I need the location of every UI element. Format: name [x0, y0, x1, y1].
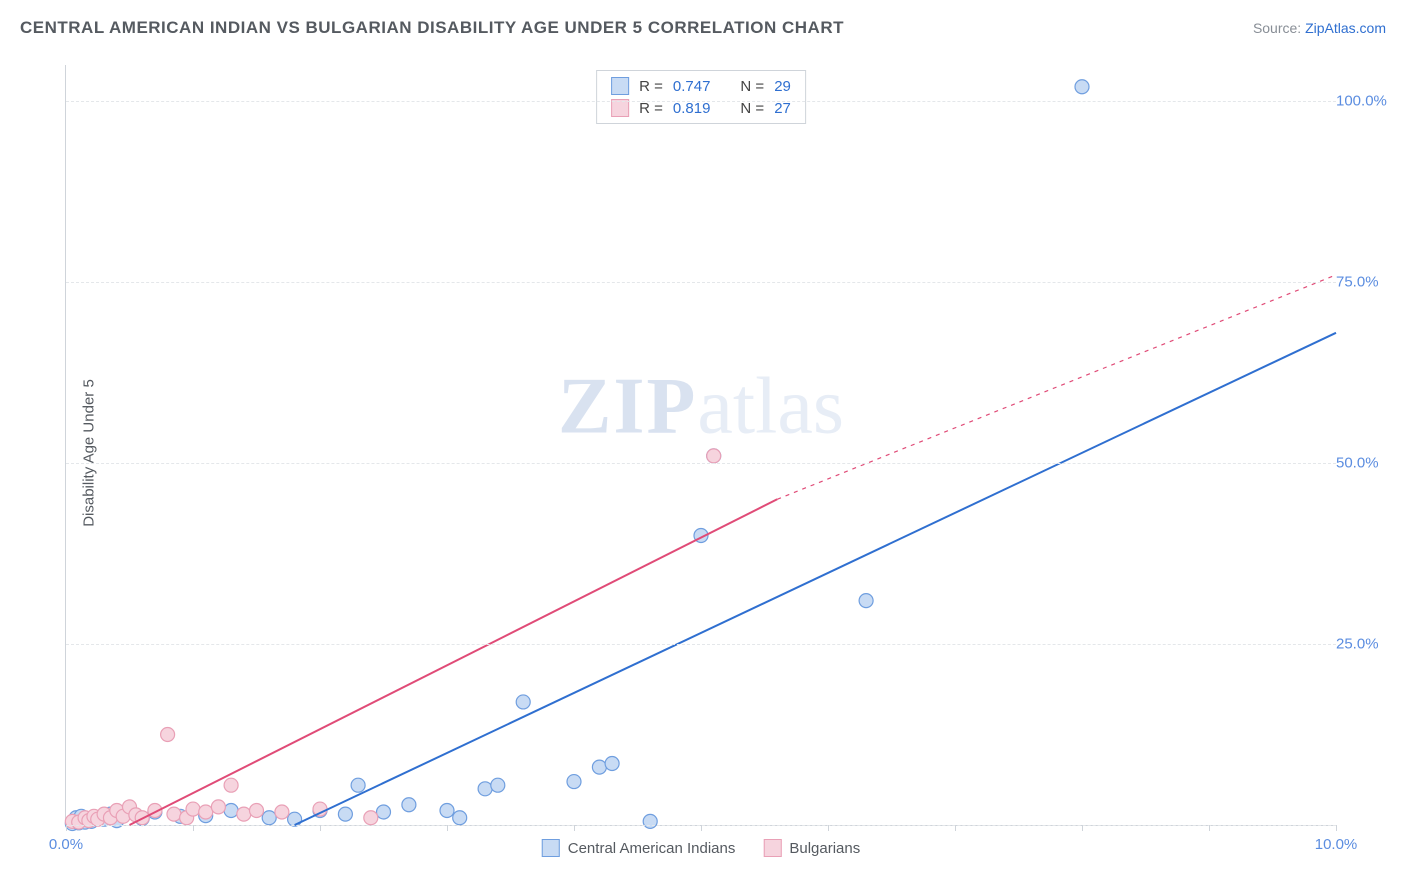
source-link[interactable]: ZipAtlas.com — [1305, 20, 1386, 36]
x-tick — [447, 825, 448, 831]
swatch-icon — [611, 77, 629, 95]
chart-title: CENTRAL AMERICAN INDIAN VS BULGARIAN DIS… — [20, 18, 844, 38]
x-tick — [574, 825, 575, 831]
n-label: N = — [740, 78, 764, 95]
x-tick — [1209, 825, 1210, 831]
data-point — [364, 811, 378, 825]
regression-line — [295, 333, 1336, 825]
data-point — [1075, 80, 1089, 94]
data-point — [859, 594, 873, 608]
gridline-h — [66, 282, 1336, 283]
n-value: 29 — [774, 78, 791, 95]
data-point — [491, 778, 505, 792]
data-point — [453, 811, 467, 825]
x-tick — [1082, 825, 1083, 831]
data-point — [237, 807, 251, 821]
gridline-h — [66, 644, 1336, 645]
legend-label: Central American Indians — [568, 840, 736, 857]
data-point — [275, 805, 289, 819]
source-prefix: Source: — [1253, 20, 1305, 36]
legend-item: Central American Indians — [542, 839, 736, 857]
stats-legend: R = 0.747N = 29R = 0.819N = 27 — [596, 70, 806, 124]
plot-area: ZIPatlas R = 0.747N = 29R = 0.819N = 27 … — [65, 65, 1336, 826]
data-point — [592, 760, 606, 774]
x-tick — [193, 825, 194, 831]
source-attribution: Source: ZipAtlas.com — [1253, 20, 1386, 36]
x-tick — [955, 825, 956, 831]
y-tick-label: 50.0% — [1336, 455, 1391, 472]
chart-container: Disability Age Under 5 ZIPatlas R = 0.74… — [20, 55, 1386, 850]
data-point — [516, 695, 530, 709]
chart-header: CENTRAL AMERICAN INDIAN VS BULGARIAN DIS… — [20, 18, 1386, 38]
x-tick — [320, 825, 321, 831]
data-point — [643, 814, 657, 828]
stats-row-cai: R = 0.747 N = 29 — [597, 75, 805, 97]
y-tick-label: 75.0% — [1336, 274, 1391, 291]
x-tick — [828, 825, 829, 831]
data-point — [211, 800, 225, 814]
data-point — [186, 802, 200, 816]
y-tick-label: 25.0% — [1336, 636, 1391, 653]
swatch-icon — [763, 839, 781, 857]
x-tick-label: 10.0% — [1315, 836, 1358, 853]
data-point — [478, 782, 492, 796]
series-legend: Central American Indians Bulgarians — [542, 839, 860, 857]
regression-line — [130, 499, 778, 825]
legend-item: Bulgarians — [763, 839, 860, 857]
data-point — [440, 804, 454, 818]
data-point — [250, 804, 264, 818]
legend-label: Bulgarians — [789, 840, 860, 857]
data-point — [351, 778, 365, 792]
gridline-h — [66, 101, 1336, 102]
data-point — [338, 807, 352, 821]
x-tick — [1336, 825, 1337, 831]
swatch-icon — [542, 839, 560, 857]
data-point — [262, 811, 276, 825]
r-value: 0.747 — [673, 78, 711, 95]
r-label: R = — [639, 78, 663, 95]
x-tick-label: 0.0% — [49, 836, 83, 853]
data-point — [199, 805, 213, 819]
data-point — [224, 804, 238, 818]
gridline-h — [66, 463, 1336, 464]
data-point — [377, 805, 391, 819]
data-point — [224, 778, 238, 792]
data-point — [167, 807, 181, 821]
x-tick — [701, 825, 702, 831]
data-point — [402, 798, 416, 812]
x-tick — [66, 825, 67, 831]
y-tick-label: 100.0% — [1336, 93, 1391, 110]
data-point — [605, 756, 619, 770]
data-point — [707, 449, 721, 463]
plot-svg — [66, 65, 1336, 825]
data-point — [161, 728, 175, 742]
data-point — [567, 775, 581, 789]
